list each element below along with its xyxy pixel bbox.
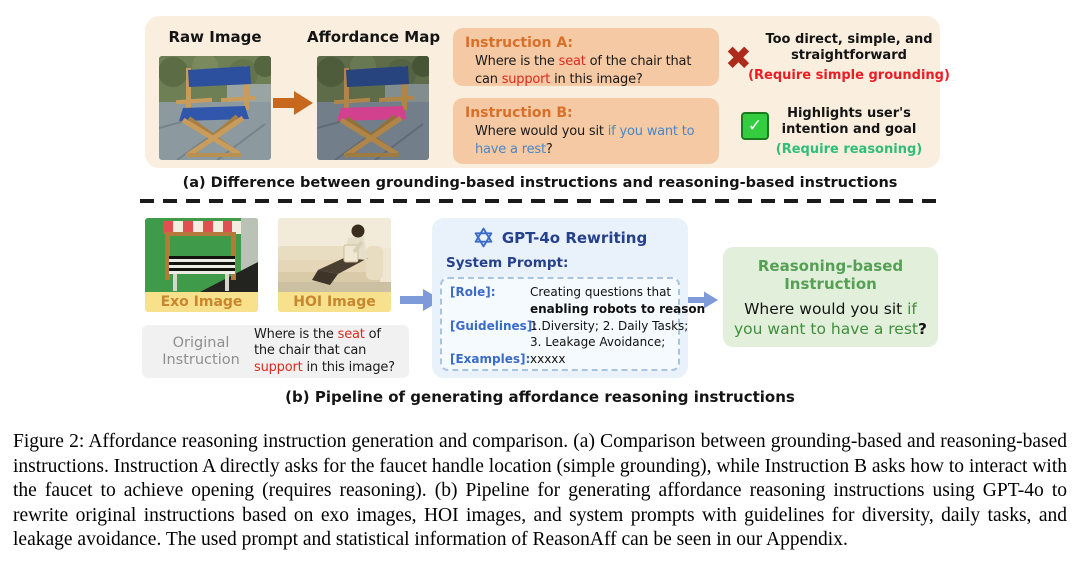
system-prompt-box: [Role]: Creating questions that enabling… bbox=[440, 277, 706, 371]
raw-image-photo bbox=[159, 56, 271, 160]
affordance-chair-illustration bbox=[317, 56, 429, 160]
raw-image-label: Raw Image bbox=[168, 28, 262, 46]
guidelines-row: [Guidelines]: 1.Diversity; 2. Daily Task… bbox=[450, 318, 689, 333]
examples-row: [Examples]: xxxxx bbox=[450, 352, 566, 367]
gpt-rewriting-box: GPT-4o Rewriting System Prompt: [Role]: … bbox=[432, 218, 706, 378]
arrow-right-icon bbox=[400, 287, 442, 313]
exo-image-label: Exo Image bbox=[145, 292, 258, 312]
raw-chair-illustration bbox=[159, 56, 271, 160]
verdict-a-line1: Too direct, simple, and bbox=[765, 32, 933, 47]
hoi-image-illustration bbox=[278, 218, 391, 292]
gpt-logo-icon bbox=[474, 227, 493, 248]
instruction-a-line2: can support in this image? bbox=[475, 72, 643, 87]
instruction-b-label: Instruction B: bbox=[465, 105, 573, 121]
reasoning-instruction-box: Reasoning-based Instruction Where would … bbox=[723, 247, 938, 347]
affordance-map-photo bbox=[317, 56, 429, 160]
original-instruction-label: Original Instruction bbox=[162, 334, 240, 368]
verdict-b-note: (Require reasoning) bbox=[775, 142, 923, 157]
hoi-image-card: HOI Image bbox=[278, 218, 391, 312]
verdict-b-line2: intention and goal bbox=[781, 121, 917, 137]
verdict-b-line1: Highlights user's bbox=[787, 106, 911, 121]
hoi-image-label: HOI Image bbox=[278, 292, 391, 312]
instruction-a-box: Instruction A: Where is the seat of the … bbox=[453, 28, 719, 87]
system-prompt-label: System Prompt: bbox=[446, 255, 569, 271]
instruction-b-box: Instruction B: Where would you sit if yo… bbox=[453, 98, 719, 164]
gpt-title: GPT-4o Rewriting bbox=[501, 228, 648, 247]
guidelines-row-2: 3. Leakage Avoidance; bbox=[530, 335, 666, 350]
reasoning-instruction-text: Where would you sit if you want to have … bbox=[733, 300, 927, 338]
panel-a-caption: (a) Difference between grounding-based i… bbox=[182, 175, 898, 191]
reasoning-instruction-title: Reasoning-based Instruction bbox=[757, 257, 904, 293]
gpt-header: GPT-4o Rewriting bbox=[432, 227, 688, 248]
instruction-b-line1: Where would you sit if you want to bbox=[475, 124, 695, 139]
verdict-a: Too direct, simple, and straightforward … bbox=[748, 32, 950, 83]
exo-image-card: Exo Image bbox=[145, 218, 258, 312]
verdict-b: Highlights user's intention and goal (Re… bbox=[763, 106, 935, 157]
figure-caption: Figure 2: Affordance reasoning instructi… bbox=[13, 431, 1067, 551]
role-row: [Role]: Creating questions that bbox=[450, 285, 672, 299]
panel-b-caption: (b) Pipeline of generating affordance re… bbox=[285, 388, 795, 406]
instruction-a-label: Instruction A: bbox=[465, 35, 574, 51]
original-instruction-text: Where is the seat of the chair that can … bbox=[254, 326, 395, 375]
panel-a-comparison: Raw Image bbox=[145, 16, 950, 168]
dashed-separator bbox=[140, 199, 940, 203]
arrow-right-icon bbox=[273, 90, 313, 116]
exo-image-illustration bbox=[145, 218, 258, 292]
affordance-map-label: Affordance Map bbox=[307, 28, 441, 46]
original-instruction-box: Original Instruction Where is the seat o… bbox=[142, 325, 409, 378]
cross-icon: ✖ bbox=[725, 39, 752, 77]
verdict-a-line2: straightforward bbox=[791, 47, 907, 63]
instruction-b-line2: have a rest? bbox=[475, 142, 553, 157]
verdict-a-note: (Require simple grounding) bbox=[748, 68, 950, 83]
check-icon: ✓ bbox=[741, 112, 769, 140]
instruction-a-line1: Where is the seat of the chair that bbox=[475, 54, 692, 69]
arrow-right-icon bbox=[688, 290, 718, 310]
role-row-2: enabling robots to reason bbox=[530, 301, 706, 316]
